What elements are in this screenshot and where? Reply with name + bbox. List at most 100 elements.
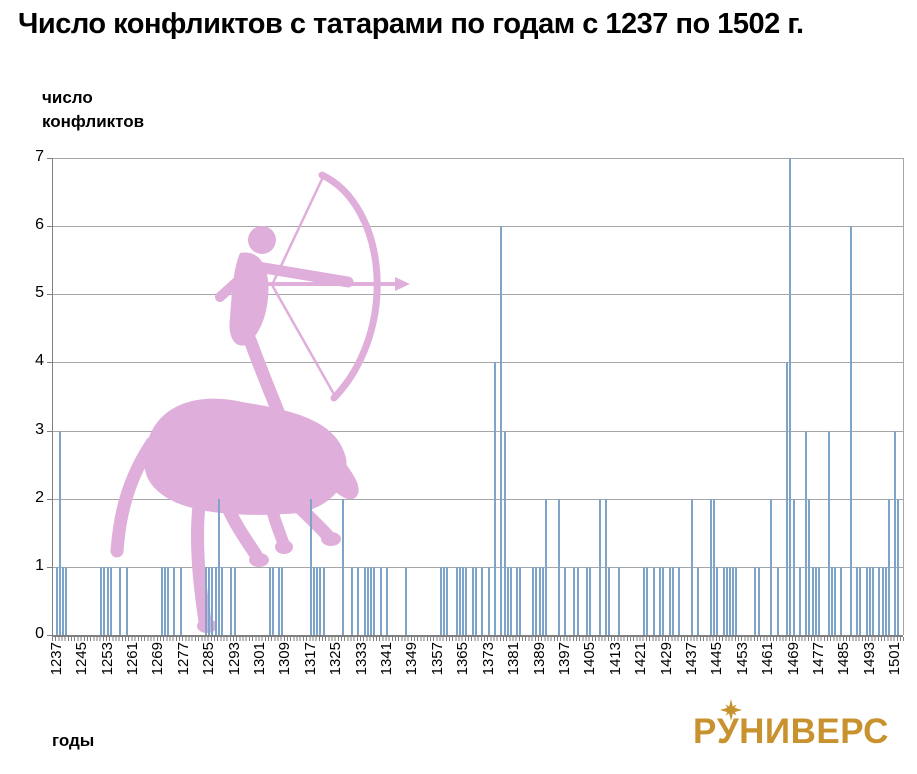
bar-1378 — [503, 430, 506, 635]
bar-1448 — [725, 566, 728, 635]
bar-1487 — [849, 226, 852, 635]
bar-1274 — [173, 566, 176, 635]
bar-1237 — [55, 566, 58, 635]
y-tick-label-2: 2 — [35, 488, 44, 506]
y-tick-5 — [47, 294, 52, 296]
bar-1471 — [798, 566, 801, 635]
bar-1359 — [443, 566, 446, 635]
gridline-0 — [52, 635, 903, 637]
tatar-horse-archer-silhouette — [100, 158, 410, 636]
horse-front-leg-2 — [265, 500, 289, 548]
x-tick-label-1397: 1397 — [555, 642, 573, 676]
bar-1286 — [211, 566, 214, 635]
rider-bow-arm — [246, 260, 354, 288]
bar-1270 — [160, 566, 163, 635]
bar-1475 — [811, 566, 814, 635]
x-tick-label-1437: 1437 — [682, 642, 700, 676]
x-tick-label-1389: 1389 — [530, 642, 548, 676]
bar-1451 — [735, 566, 738, 635]
x-tick-label-1309: 1309 — [276, 642, 294, 676]
bar-1387 — [532, 566, 535, 635]
x-tick-label-1261: 1261 — [123, 642, 141, 676]
bar-1501 — [894, 430, 897, 635]
bar-1319 — [316, 566, 319, 635]
x-tick-label-1237: 1237 — [47, 642, 65, 676]
bar-1395 — [557, 498, 560, 635]
bar-1502 — [897, 498, 900, 635]
x-tick-label-1501: 1501 — [886, 642, 904, 676]
bar-1482 — [833, 566, 836, 635]
bar-1477 — [817, 566, 820, 635]
horse-hoof-2 — [249, 553, 269, 567]
rider-leg — [243, 333, 286, 421]
x-tick-label-1413: 1413 — [606, 642, 624, 676]
bar-1369 — [474, 566, 477, 635]
bar-1447 — [722, 566, 725, 635]
bow — [318, 171, 381, 402]
gridline-1 — [52, 566, 903, 568]
gridline-2 — [52, 498, 903, 500]
bar-1437 — [690, 498, 693, 635]
y-axis-line — [52, 158, 53, 635]
bar-1293 — [233, 566, 236, 635]
rider-draw-arm — [215, 265, 255, 302]
bar-1380 — [509, 566, 512, 635]
bar-1462 — [770, 498, 773, 635]
bar-1276 — [179, 566, 182, 635]
bar-1430 — [668, 566, 671, 635]
bar-1371 — [481, 566, 484, 635]
x-tick-label-1245: 1245 — [73, 642, 91, 676]
bar-1366 — [465, 566, 468, 635]
logo-text-part3: НИВЕРС — [739, 712, 889, 751]
bar-1259 — [125, 566, 128, 635]
bar-1405 — [589, 566, 592, 635]
bar-1449 — [729, 566, 731, 635]
y-tick-6 — [47, 226, 52, 228]
bar-1288 — [217, 498, 220, 635]
x-tick-label-1445: 1445 — [708, 642, 726, 676]
y-tick-label-4: 4 — [35, 352, 44, 370]
bar-1489 — [856, 566, 859, 635]
bar-1411 — [608, 566, 611, 635]
bar-1358 — [440, 566, 442, 635]
x-tick-label-1317: 1317 — [301, 642, 319, 676]
bar-1289 — [220, 566, 223, 635]
bar-1408 — [598, 498, 601, 635]
bar-1253 — [106, 566, 109, 635]
bar-1401 — [576, 566, 579, 635]
bar-1360 — [446, 566, 449, 635]
bar-1431 — [671, 566, 674, 635]
logo-text-part1: Р — [693, 712, 717, 751]
bar-1464 — [776, 566, 779, 635]
bar-1433 — [678, 566, 681, 635]
arrow-head — [395, 277, 410, 291]
gridline-3 — [52, 430, 903, 432]
bar-1339 — [379, 566, 382, 635]
bar-1400 — [573, 566, 576, 635]
x-tick-label-1485: 1485 — [835, 642, 853, 676]
bar-1444 — [713, 498, 716, 635]
bar-1450 — [732, 566, 735, 635]
bar-1480 — [827, 430, 830, 635]
bar-1337 — [373, 566, 376, 635]
rider-head — [248, 226, 276, 254]
x-tick-label-1461: 1461 — [759, 642, 777, 676]
bar-1308 — [281, 566, 284, 635]
gridline-7 — [52, 158, 903, 159]
gridline-5 — [52, 294, 903, 296]
x-tick-label-1429: 1429 — [657, 642, 675, 676]
bar-1390 — [541, 566, 544, 635]
bar-1499 — [887, 498, 890, 635]
bar-1468 — [789, 158, 792, 635]
bar-1318 — [313, 566, 315, 635]
bar-1363 — [455, 566, 458, 635]
horse-hind-leg-2 — [220, 499, 263, 562]
bar-1423 — [646, 566, 649, 635]
y-tick-4 — [47, 362, 52, 364]
eight-ray-star-icon — [719, 699, 742, 721]
bar-1391 — [544, 498, 547, 635]
horse-hind-leg — [191, 491, 212, 628]
bar-1425 — [652, 566, 655, 635]
bar-1239 — [62, 566, 65, 635]
